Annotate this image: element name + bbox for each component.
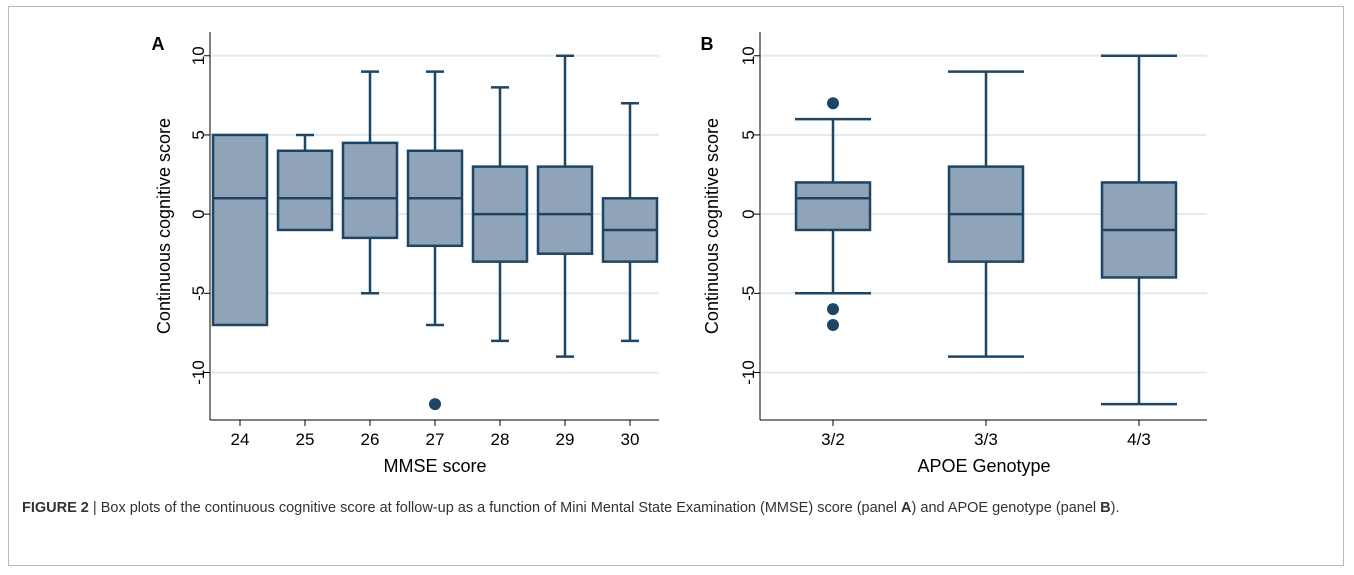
figure-label: FIGURE 2 [22,500,89,516]
x-tick-label: 4/3 [1127,430,1151,449]
y-tick-label: -10 [189,360,208,385]
x-tick-label: 30 [621,430,640,449]
x-axis-title: APOE Genotype [917,456,1050,476]
caption-text-2: ) and APOE genotype (panel [911,500,1097,516]
outlier-point [827,97,839,110]
x-tick-label: 24 [231,430,250,449]
y-tick-label: 10 [189,46,208,65]
outlier-point [429,398,441,411]
y-tick-label: -5 [739,286,758,301]
figure-frame [8,6,1344,566]
caption-panel-b: B [1100,500,1111,516]
x-tick-label: 28 [491,430,510,449]
x-tick-label: 29 [556,430,575,449]
caption-text-3: ). [1110,500,1120,516]
panel-label: A [152,34,165,54]
chart-panel-a: 10 5 0 -5 -10 Continuous cognitive score A 24 25… [152,32,659,476]
x-tick-label: 3/3 [974,430,998,449]
outlier-point [827,303,839,316]
x-tick-label: 25 [296,430,315,449]
outlier-point [827,318,839,331]
box-iqr [794,181,872,232]
figure-caption: FIGURE 2 | Box plots of the continuous c… [22,496,1322,520]
caption-separator: | [92,500,97,516]
panel-label: B [701,34,714,54]
x-tick-label: 27 [426,430,445,449]
box-iqr [276,149,334,232]
y-tick-label: 5 [739,130,758,139]
box-iqr [211,133,269,327]
x-tick-label: 3/2 [821,430,845,449]
y-tick-label: 0 [739,209,758,218]
box-iqr [341,141,399,240]
x-tick-label: 26 [361,430,380,449]
box-iqr [536,165,594,255]
y-tick-label: -5 [189,286,208,301]
y-tick-label: 5 [189,130,208,139]
x-axis-title: MMSE score [383,456,486,476]
y-tick-label: -10 [739,360,758,385]
caption-text-1: Box plots of the continuous cognitive sc… [100,500,898,516]
y-axis-title: Continuous cognitive score [702,118,722,334]
y-tick-label: 10 [739,46,758,65]
y-axis-title: Continuous cognitive score [154,118,174,334]
chart-panel-b: 10 5 0 -5 -10 Continuous cognitive score B 3/2 3… [701,32,1207,476]
y-tick-label: 0 [189,209,208,218]
caption-panel-a: A [901,500,912,516]
